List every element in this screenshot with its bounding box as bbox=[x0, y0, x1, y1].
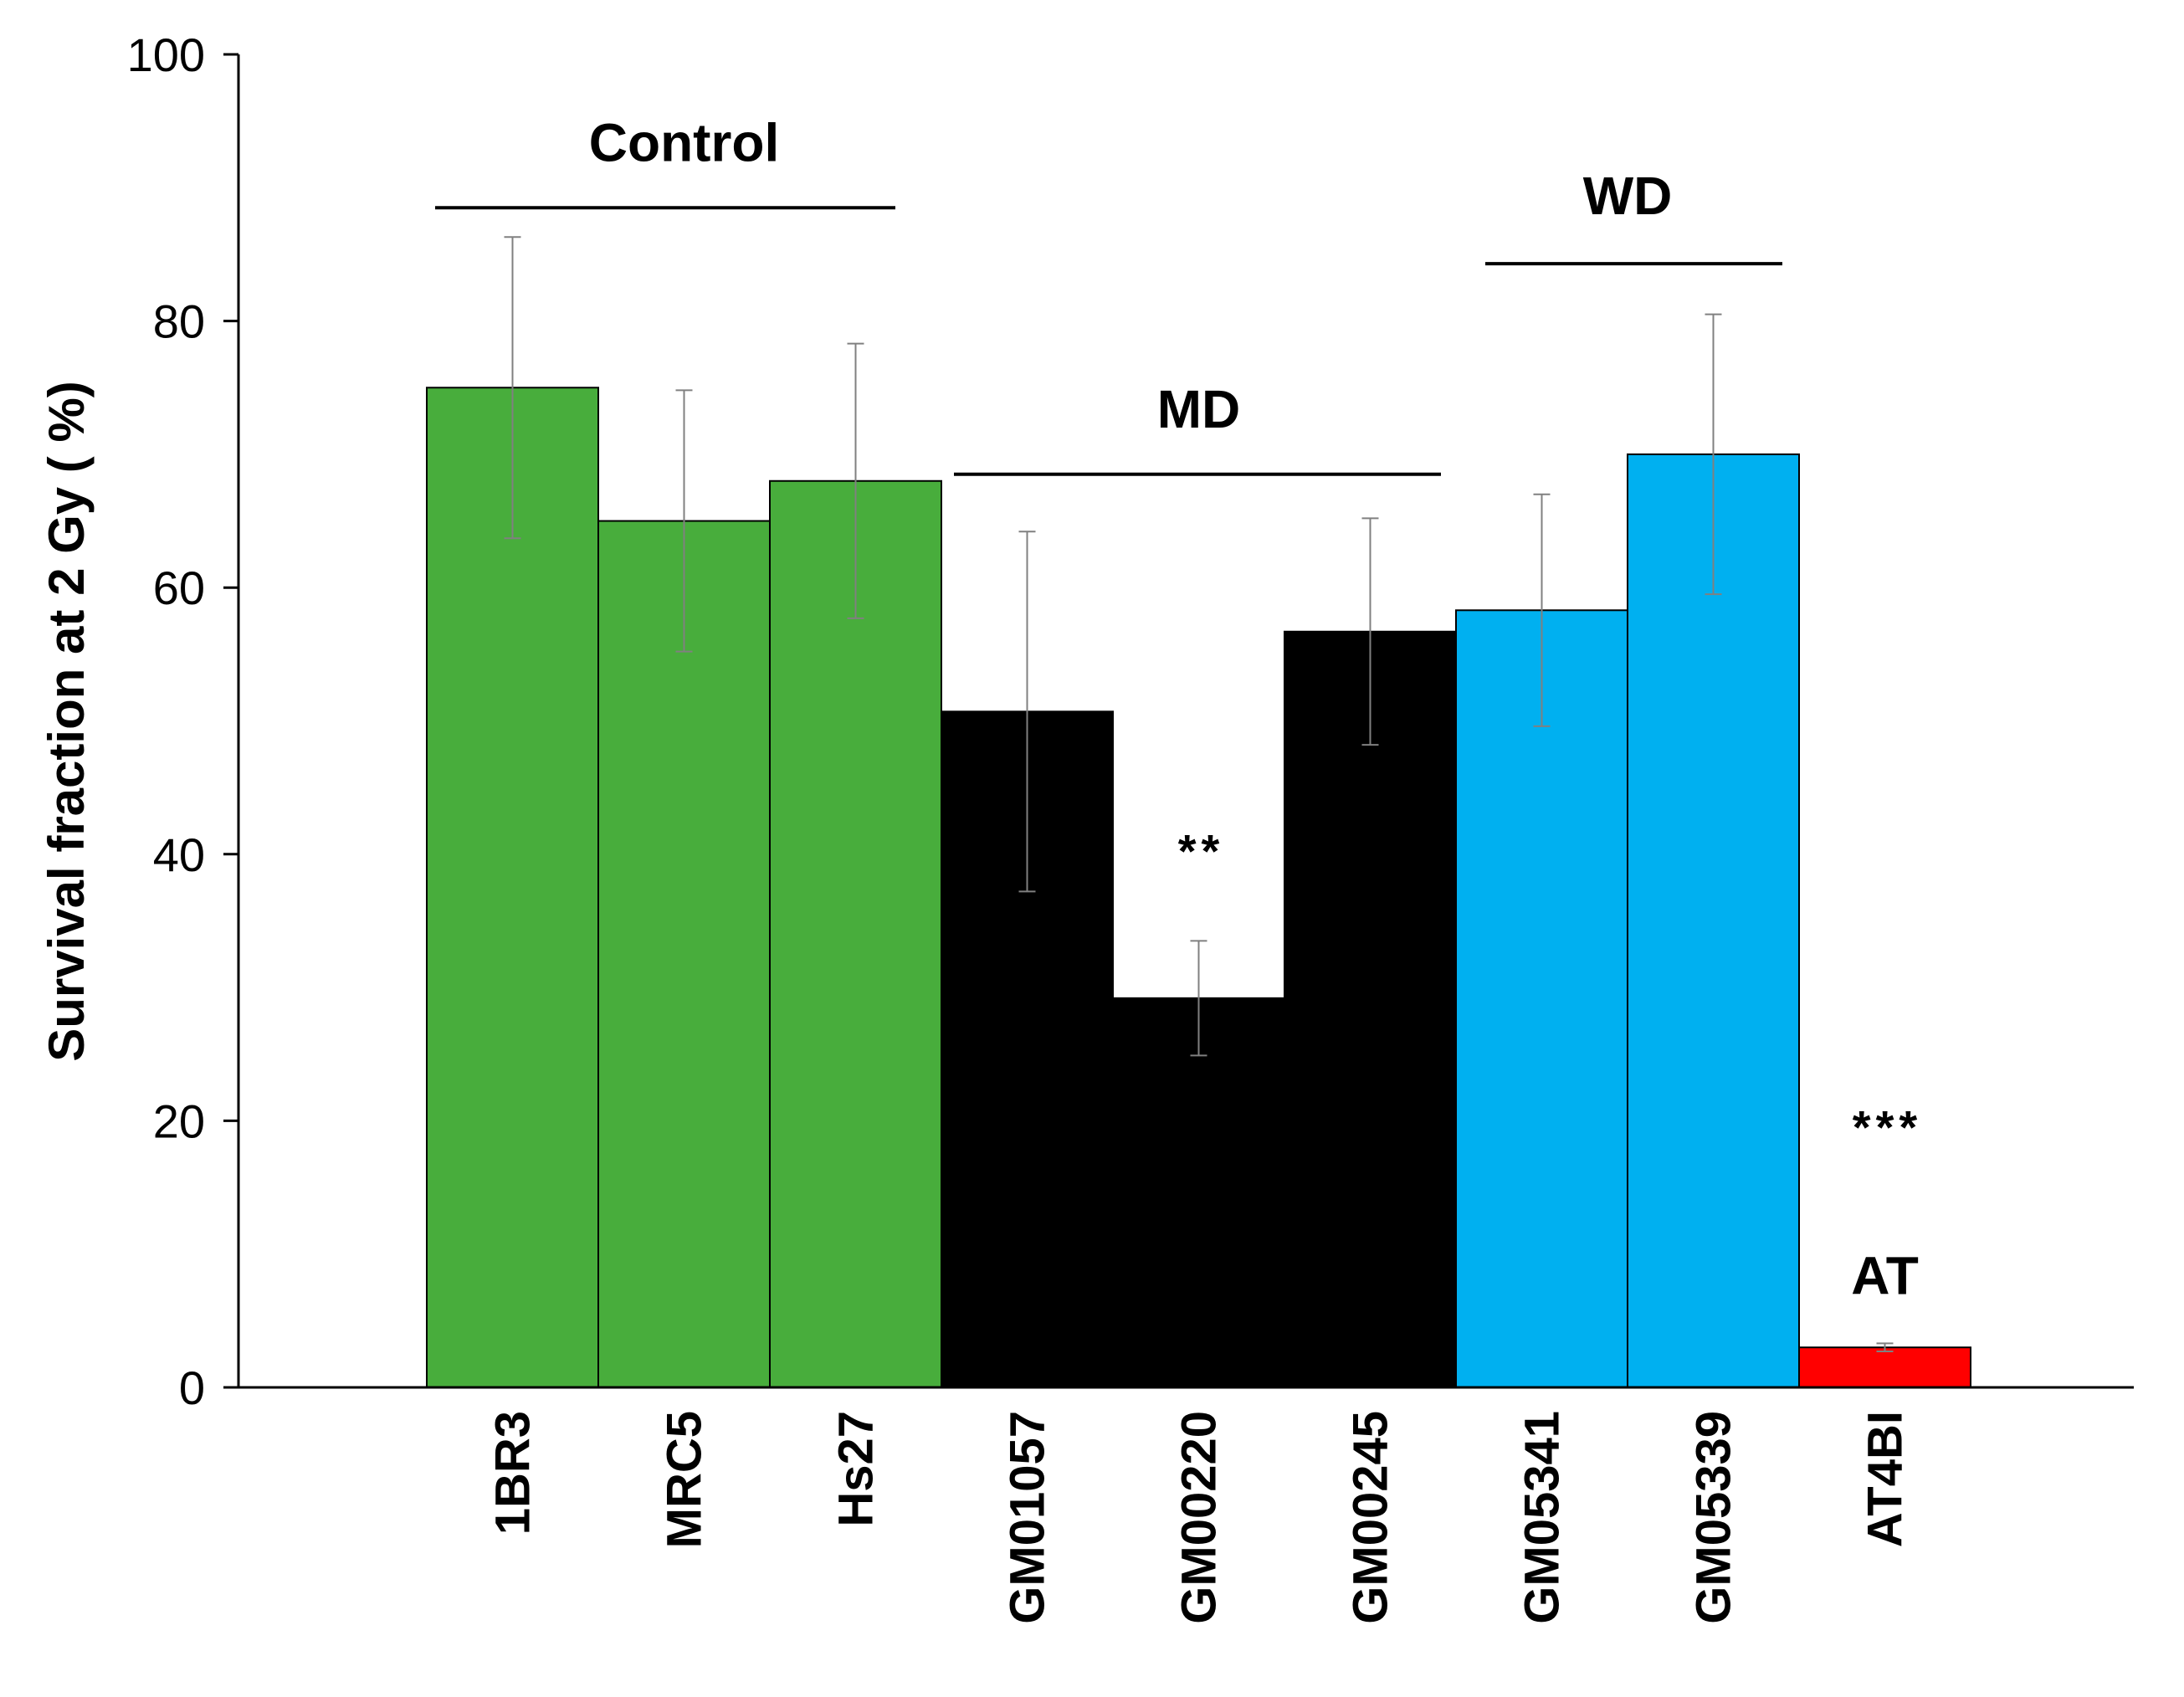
significance-GM00220: ** bbox=[1178, 825, 1225, 878]
x-tick-label-GM05339: GM05339 bbox=[1687, 1411, 1741, 1624]
y-axis-title: Survival fraction at 2 Gy ( %) bbox=[38, 381, 95, 1062]
significance-layer: ***** bbox=[1178, 825, 1922, 1154]
error-bars-layer bbox=[504, 236, 1894, 1352]
x-tick-label-MRC5: MRC5 bbox=[658, 1411, 712, 1548]
y-tick-label-80: 80 bbox=[153, 295, 205, 348]
axes-layer bbox=[237, 54, 2134, 1389]
group-label-md: MD bbox=[1157, 379, 1241, 439]
y-ticks-layer: 0 20 40 60 80 100 bbox=[127, 28, 238, 1414]
bar-AT4BI bbox=[1798, 1346, 1971, 1388]
x-tick-label-AT4BI: AT4BI bbox=[1858, 1411, 1913, 1547]
y-tick-label-40: 40 bbox=[153, 828, 205, 881]
error-bar-AT4BI bbox=[1876, 1342, 1894, 1352]
significance-AT4BI: *** bbox=[1853, 1100, 1922, 1153]
y-tick-label-100: 100 bbox=[127, 28, 205, 81]
bar-GM05341 bbox=[1455, 609, 1628, 1388]
bars-layer bbox=[426, 387, 1971, 1388]
error-bar-GM05339 bbox=[1705, 313, 1722, 596]
bar-GM00245 bbox=[1284, 630, 1457, 1388]
bar-GM00220 bbox=[1112, 997, 1285, 1388]
error-bar-GM00220 bbox=[1190, 940, 1207, 1057]
x-tick-label-Hs27: Hs27 bbox=[829, 1411, 884, 1527]
error-bar-GM00245 bbox=[1361, 517, 1379, 746]
x-tick-label-GM05341: GM05341 bbox=[1515, 1411, 1570, 1624]
x-tick-label-GM01057: GM01057 bbox=[1001, 1411, 1055, 1624]
error-bar-GM01057 bbox=[1018, 531, 1036, 893]
y-tick-label-60: 60 bbox=[153, 561, 205, 614]
error-bar-GM05341 bbox=[1533, 493, 1551, 727]
error-bar-MRC5 bbox=[675, 389, 693, 653]
bar-GM05339 bbox=[1627, 453, 1800, 1388]
y-tick-label-20: 20 bbox=[153, 1095, 205, 1147]
bar-MRC5 bbox=[597, 520, 771, 1388]
group-label-at: AT bbox=[1851, 1245, 1919, 1305]
x-tick-label-1BR3: 1BR3 bbox=[486, 1411, 541, 1535]
x-tick-labels-layer: 1BR3 MRC5 Hs27 GM01057 GM00220 GM00245 GM05341… bbox=[486, 1411, 1913, 1624]
error-bar-Hs27 bbox=[847, 342, 864, 619]
error-bar-1BR3 bbox=[504, 236, 521, 540]
x-tick-label-GM00220: GM00220 bbox=[1172, 1411, 1227, 1624]
group-label-control: Control bbox=[589, 112, 780, 172]
group-annotations-layer: Control MD WD AT bbox=[435, 112, 1919, 1305]
bar-1BR3 bbox=[426, 387, 599, 1388]
x-tick-label-GM00245: GM00245 bbox=[1344, 1411, 1398, 1624]
group-label-wd: WD bbox=[1583, 166, 1673, 226]
y-tick-label-0: 0 bbox=[179, 1361, 205, 1414]
